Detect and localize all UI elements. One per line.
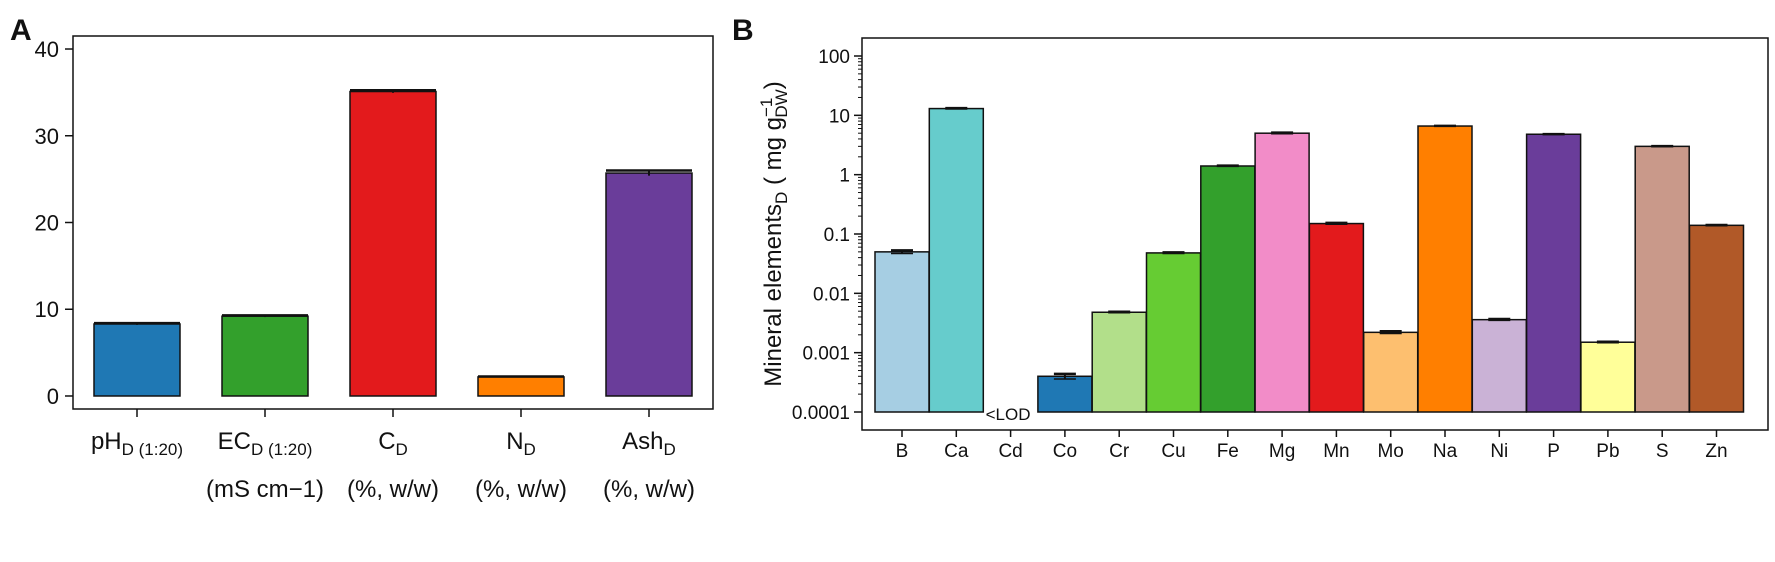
x-category-label: AshD [622,428,676,459]
x-category-label: Cd [998,441,1022,462]
bar [221,315,309,397]
panel-a-chart: 0 10 20 30 40 pHD (1:20) ECD (1:20) (mS cm−1) CD… [35,37,695,503]
x-category-unit: (mS cm−1) [206,476,324,503]
x-category-unit: (%, w/w) [603,476,695,503]
y-tick-label: 10 [829,106,850,127]
bar [1417,125,1473,413]
x-category-label: Ni [1490,441,1508,462]
bar [874,251,930,413]
x-category-label: Mn [1323,441,1349,462]
bar [605,172,693,397]
x-category-label: B [896,441,909,462]
bar [1688,224,1745,413]
x-category-label: Pb [1596,441,1619,462]
x-category-label: Co [1053,441,1077,462]
panel-a-letter: A [10,14,32,47]
y-tick-label: 0 [47,384,59,409]
lod-annotation: <LOD [986,405,1031,424]
y-tick-label: 40 [35,37,59,62]
bar [1634,145,1690,413]
panel-b-letter: B [732,14,754,47]
bar [1580,341,1636,413]
x-category-label: Cu [1161,441,1185,462]
y-tick-label: 0.0001 [792,403,850,424]
y-tick-label: 30 [35,124,59,149]
y-tick-label: 0.1 [824,225,850,246]
x-category-label: P [1547,441,1560,462]
bar [1145,252,1202,413]
y-tick-label: 0.001 [802,344,850,365]
y-axis-label: Mineral elementsD ( mg g−1DW) [757,81,791,386]
x-category-unit: (%, w/w) [475,476,567,503]
x-category-label: Ca [944,441,969,462]
x-category-unit: (%, w/w) [347,476,439,503]
y-tick-label: 1 [839,166,850,187]
bar [349,90,437,397]
x-category-label: ECD (1:20) [218,428,313,459]
bar [928,107,985,413]
x-category-label: Mo [1377,441,1403,462]
x-category-label: Mg [1269,441,1295,462]
bar [1308,222,1365,413]
x-category-label: Zn [1705,441,1727,462]
bar [1200,165,1256,413]
bar [1091,311,1147,413]
y-tick-label: 100 [818,47,850,68]
bar [1362,331,1419,413]
panel-b-chart: 0.0001 0.001 0.01 0.1 1 10 100 Mineral elements… [757,47,1745,462]
bar [1471,318,1528,413]
x-category-label: S [1656,441,1669,462]
y-tick-label: 20 [35,211,59,236]
x-category-label: Cr [1109,441,1130,462]
x-category-label: pHD (1:20) [91,428,183,459]
bar [1037,375,1093,413]
y-tick-label: 0.01 [813,284,850,305]
bar [1525,133,1582,413]
x-category-label: Fe [1217,441,1239,462]
x-category-label: CD [378,428,408,459]
bar [1254,132,1310,413]
bar [93,323,181,397]
bar [477,376,565,397]
y-tick-label: 10 [35,297,59,322]
x-category-label: ND [506,428,536,459]
x-category-label: Na [1433,441,1458,462]
